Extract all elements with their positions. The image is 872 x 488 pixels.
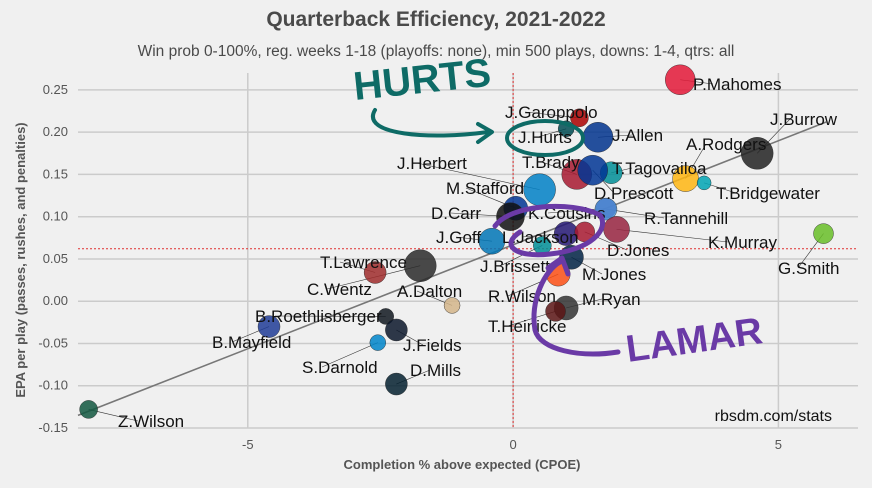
point-c-wentz [404,249,437,282]
label-a-dalton: A.Dalton [397,282,462,301]
label-d-mills: D.Mills [410,361,461,380]
point-p-mahomes [665,64,696,95]
label-j-herbert: J.Herbert [397,154,467,173]
hurts-arrow-head [476,122,494,144]
label-z-wilson: Z.Wilson [118,412,184,431]
label-g-smith: G.Smith [778,259,839,278]
label-s-darnold: S.Darnold [302,358,378,377]
hurts-annotation: HURTS [351,51,493,109]
label-t-bridgewater: T.Bridgewater [716,184,820,203]
label-m-jones: M.Jones [582,265,646,284]
point-g-smith [813,223,834,244]
label-d-carr: D.Carr [431,204,481,223]
point-j-allen [582,122,614,153]
point-j-goff [478,228,506,255]
point-t-lawrence [363,261,387,284]
chart-title: Quarterback Efficiency, 2021-2022 [266,8,606,31]
label-k-murray: K.Murray [708,233,777,252]
connector-s-darnold [321,342,378,368]
point-t-bridgewater [696,175,712,191]
connector-k-murray [616,229,729,243]
trend-line [77,121,827,417]
label-j-goff: J.Goff [436,228,481,247]
label-t-heinicke: T.Heinicke [488,317,566,336]
point-j-garoppolo [570,108,589,127]
label-j-brissett: J.Brissett [480,257,550,276]
hurts-arrow [371,108,490,138]
connector-j-herbert [416,162,540,190]
point-j-fields [385,318,408,342]
label-m-stafford: M.Stafford [446,179,524,198]
y-tick-label: 0.25 [43,82,68,97]
x-tick-label: -5 [242,437,254,452]
point-t-heinicke [545,301,566,322]
label-j-burrow: J.Burrow [770,110,838,129]
source-credit: rbsdm.com/stats [715,408,832,425]
point-d-mills [385,372,408,396]
point-labels: P.Mahomes J.Garoppolo J.Hurts J.Allen J.Burr… [118,75,839,431]
label-j-hurts: J.Hurts [518,128,572,147]
x-tick-label: 0 [509,437,516,452]
label-r-wilson: R.Wilson [488,287,556,306]
lamar-arrow-head [545,255,571,277]
y-tick-label: 0.05 [43,251,68,266]
label-j-allen: J.Allen [612,126,663,145]
point-a-dalton [443,297,461,314]
y-tick-label: 0.00 [43,293,68,308]
label-t-tagovailoa: T.Tagovailoa [612,159,707,178]
y-tick-label: -0.05 [38,335,68,350]
label-b-mayfield: B.Mayfield [212,333,291,352]
lamar-arrow [531,259,621,357]
point-d-prescott [577,155,608,186]
label-a-rodgers: A.Rodgers [686,135,766,154]
hurts-circle [505,119,585,157]
label-j-fields: J.Fields [403,336,462,355]
point-k-murray [603,216,630,243]
point-s-darnold [369,334,386,351]
y-tick-label: -0.10 [38,378,68,393]
label-d-jones: D.Jones [607,241,669,260]
y-axis-label: EPA per play (passes, rushes, and penalt… [13,122,28,397]
chart-subtitle: Win prob 0-100%, reg. weeks 1-18 (playof… [137,43,735,60]
label-j-garoppolo: J.Garoppolo [505,103,598,122]
point-j-herbert [523,173,556,206]
x-tick-label: 5 [775,437,782,452]
point-b-roethlisberger [377,308,394,325]
point-j-burrow [740,137,774,170]
label-b-roethlisberger: B.Roethlisberger [255,307,382,326]
y-tick-label: 0.10 [43,209,68,224]
label-r-tannehill: R.Tannehill [644,209,728,228]
y-tick-label: 0.20 [43,124,68,139]
label-d-prescott: D.Prescott [594,184,674,203]
y-tick-label: -0.15 [38,420,68,435]
point-b-mayfield [257,315,281,338]
label-c-wentz: C.Wentz [307,280,372,299]
label-p-mahomes: P.Mahomes [693,75,782,94]
y-tick-label: 0.15 [43,166,68,181]
lamar-circle [492,203,605,258]
point-z-wilson [79,400,98,419]
axis-ticks: 0.25 0.20 0.15 0.10 0.05 0.00 -0.05 -0.10 -0.15 -… [38,82,782,452]
x-axis-label: Completion % above expected (CPOE) [344,457,581,472]
label-t-lawrence: T.Lawrence [320,253,407,272]
lamar-annotation: LAMAR [623,310,765,371]
label-t-brady: T.Brady [522,153,580,172]
label-m-ryan: M.Ryan [582,290,641,309]
